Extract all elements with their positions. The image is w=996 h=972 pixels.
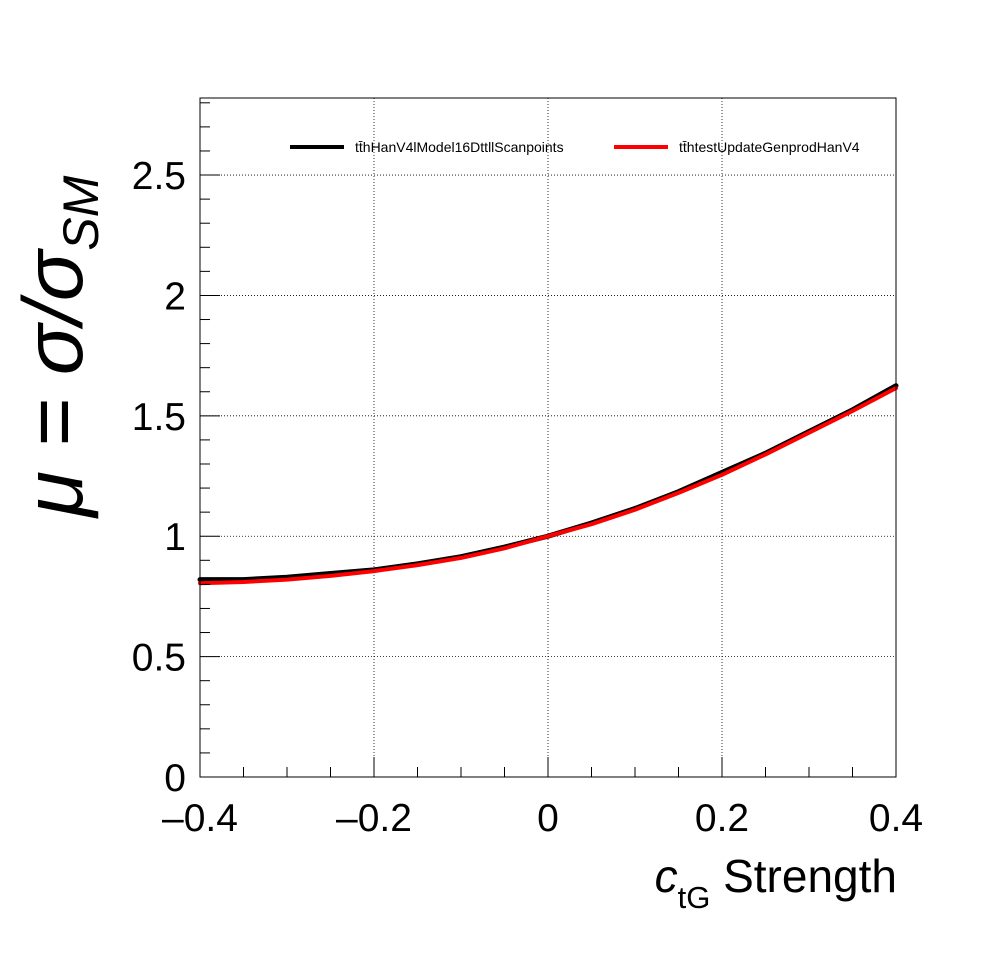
x-axis-symbol: c [655, 850, 678, 902]
y-tick-label-2_5: 2.5 [132, 155, 186, 198]
legend: tt̄hHanV4lModel16DttllScanpoints tt̄htes… [290, 139, 860, 155]
x-tick-label-m0_2: –0.2 [336, 797, 412, 840]
y-tick-label-2: 2 [164, 275, 186, 318]
x-axis-title: ctG Strength [655, 850, 897, 915]
legend-label-series-1: tt̄hHanV4lModel16DttllScanpoints [355, 139, 564, 155]
x-tick-labels: –0.4 –0.2 0 0.2 0.4 [162, 797, 923, 840]
x-tick-label-m0_4: –0.4 [162, 797, 238, 840]
y-tick-label-0_5: 0.5 [132, 637, 186, 680]
y-axis-subscript: SM [53, 175, 109, 250]
legend-label-series-2: tt̄htestUpdateGenprodHanV4 [679, 139, 860, 155]
y-tick-label-1: 1 [164, 516, 186, 559]
x-axis-subscript: tG [678, 880, 711, 915]
x-tick-label-0_4: 0.4 [869, 797, 923, 840]
y-tick-label-1_5: 1.5 [132, 396, 186, 439]
axis-ticks [199, 102, 897, 778]
y-axis-title: μ = σ/σSM [6, 175, 109, 519]
series-line-2 [198, 386, 898, 586]
y-tick-label-0: 0 [164, 757, 186, 800]
y-tick-labels: 0 0.5 1 1.5 2 2.5 [132, 155, 186, 800]
series-curves [197, 383, 899, 586]
x-tick-label-0: 0 [537, 797, 559, 840]
x-axis-suffix: Strength [710, 850, 897, 902]
grid [200, 98, 896, 777]
y-axis-main: μ = σ/σ [6, 247, 100, 519]
x-tick-label-0_2: 0.2 [695, 797, 749, 840]
